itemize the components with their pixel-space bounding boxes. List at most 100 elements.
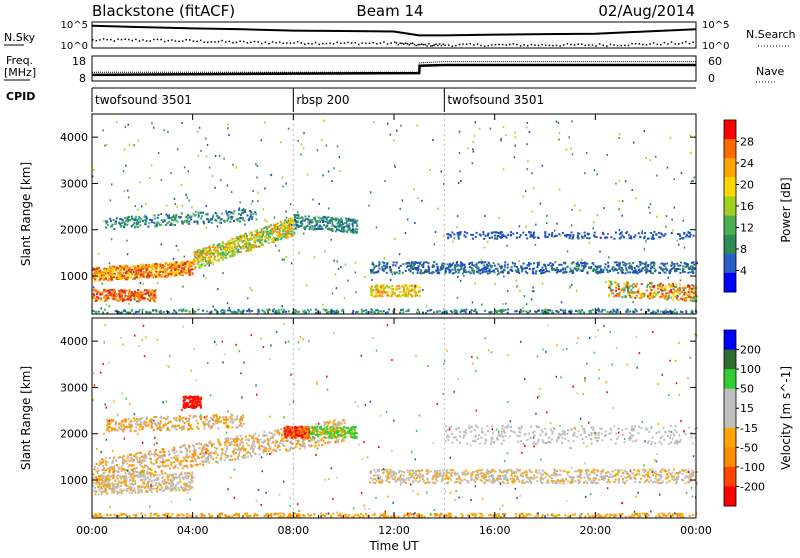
nsearch-dot <box>556 45 558 47</box>
power-scatter <box>604 309 606 311</box>
power-scatter <box>198 264 200 266</box>
power-scatter <box>574 267 576 269</box>
power-scatter <box>112 266 114 268</box>
power-scatter <box>627 311 629 313</box>
power-scatter <box>417 309 419 311</box>
power-scatter <box>337 223 339 225</box>
power-speckle <box>674 207 676 209</box>
power-speckle <box>459 131 461 133</box>
power-scatter <box>123 299 125 301</box>
power-scatter <box>124 277 126 279</box>
nsearch-dot <box>182 40 184 42</box>
power-speckle <box>434 243 436 245</box>
velocity-scatter <box>236 436 238 438</box>
power-scatter <box>145 311 147 313</box>
power-scatter <box>228 211 230 213</box>
power-scatter <box>415 268 417 270</box>
power-scatter <box>577 232 579 234</box>
nsearch-dot <box>394 41 396 43</box>
power-scatter <box>281 228 283 230</box>
power-scatter <box>331 225 333 227</box>
power-scatter <box>507 234 509 236</box>
velocity-scatter <box>271 432 273 434</box>
power-speckle <box>458 182 460 184</box>
power-speckle <box>215 155 217 157</box>
power-scatter <box>650 268 652 270</box>
colorbar-tick-label: 20 <box>740 179 754 192</box>
velocity-scatter <box>220 444 222 446</box>
power-speckle <box>238 249 240 251</box>
nave-line <box>92 62 696 73</box>
velocity-scatter <box>263 449 265 451</box>
power-scatter <box>141 294 143 296</box>
power-scatter <box>392 264 394 266</box>
colorbar-tick-label: 24 <box>740 157 754 170</box>
power-scatter <box>163 311 165 313</box>
power-scatter <box>673 288 675 290</box>
power-speckle <box>255 237 256 239</box>
nsearch-dot <box>96 40 98 42</box>
power-speckle <box>161 213 163 215</box>
power-scatter <box>108 268 110 270</box>
power-scatter <box>668 292 670 294</box>
velocity-scatter <box>261 445 263 447</box>
power-scatter <box>630 289 632 291</box>
power-scatter <box>291 229 293 231</box>
power-scatter <box>246 235 248 237</box>
power-speckle <box>339 170 341 172</box>
power-scatter <box>413 265 415 267</box>
power-scatter <box>449 269 451 271</box>
power-speckle <box>227 124 229 126</box>
power-scatter <box>655 290 657 292</box>
power-scatter <box>168 311 170 313</box>
power-scatter <box>676 270 678 272</box>
power-speckle <box>177 148 179 150</box>
power-scatter <box>676 311 678 313</box>
power-scatter <box>596 236 598 238</box>
power-scatter <box>220 245 222 247</box>
power-speckle <box>128 303 130 305</box>
power-scatter <box>630 237 632 239</box>
nsearch-dot <box>448 44 450 46</box>
power-scatter <box>207 213 209 215</box>
power-scatter <box>497 270 499 272</box>
nsearch-dot <box>477 43 479 45</box>
power-scatter <box>689 268 691 270</box>
power-scatter <box>237 242 239 244</box>
power-scatter <box>354 230 356 232</box>
nsearch-dot <box>674 43 676 45</box>
velocity-scatter <box>253 444 255 446</box>
power-scatter <box>613 295 615 297</box>
power-speckle <box>206 205 208 207</box>
nsearch-dot <box>484 46 486 48</box>
power-scatter <box>612 293 614 295</box>
power-scatter <box>396 262 398 264</box>
nsearch-dot <box>283 43 285 45</box>
power-scatter <box>405 291 407 293</box>
power-scatter <box>616 295 618 297</box>
power-speckle <box>174 203 176 205</box>
power-scatter <box>155 309 157 311</box>
power-scatter <box>682 295 684 297</box>
velocity-scatter <box>105 469 107 471</box>
power-scatter <box>407 265 409 267</box>
freq-strip: Freq. [MHz] 18 8 60 0 Nave <box>4 54 784 85</box>
power-speckle <box>113 276 115 278</box>
power-scatter <box>460 265 462 267</box>
power-scatter <box>145 266 147 268</box>
power-scatter <box>326 225 328 227</box>
power-scatter <box>129 289 131 291</box>
power-speckle <box>514 156 516 158</box>
power-scatter <box>184 263 186 265</box>
power-scatter <box>217 254 219 256</box>
colorbar-segment <box>724 120 736 140</box>
power-speckle <box>340 266 342 268</box>
power-speckle <box>631 264 633 266</box>
power-scatter <box>213 249 215 251</box>
velocity-scatter <box>127 457 129 459</box>
power-scatter <box>228 248 230 250</box>
power-scatter <box>551 310 553 312</box>
power-scatter <box>626 269 628 271</box>
power-scatter <box>562 269 564 271</box>
power-speckle <box>393 140 395 142</box>
